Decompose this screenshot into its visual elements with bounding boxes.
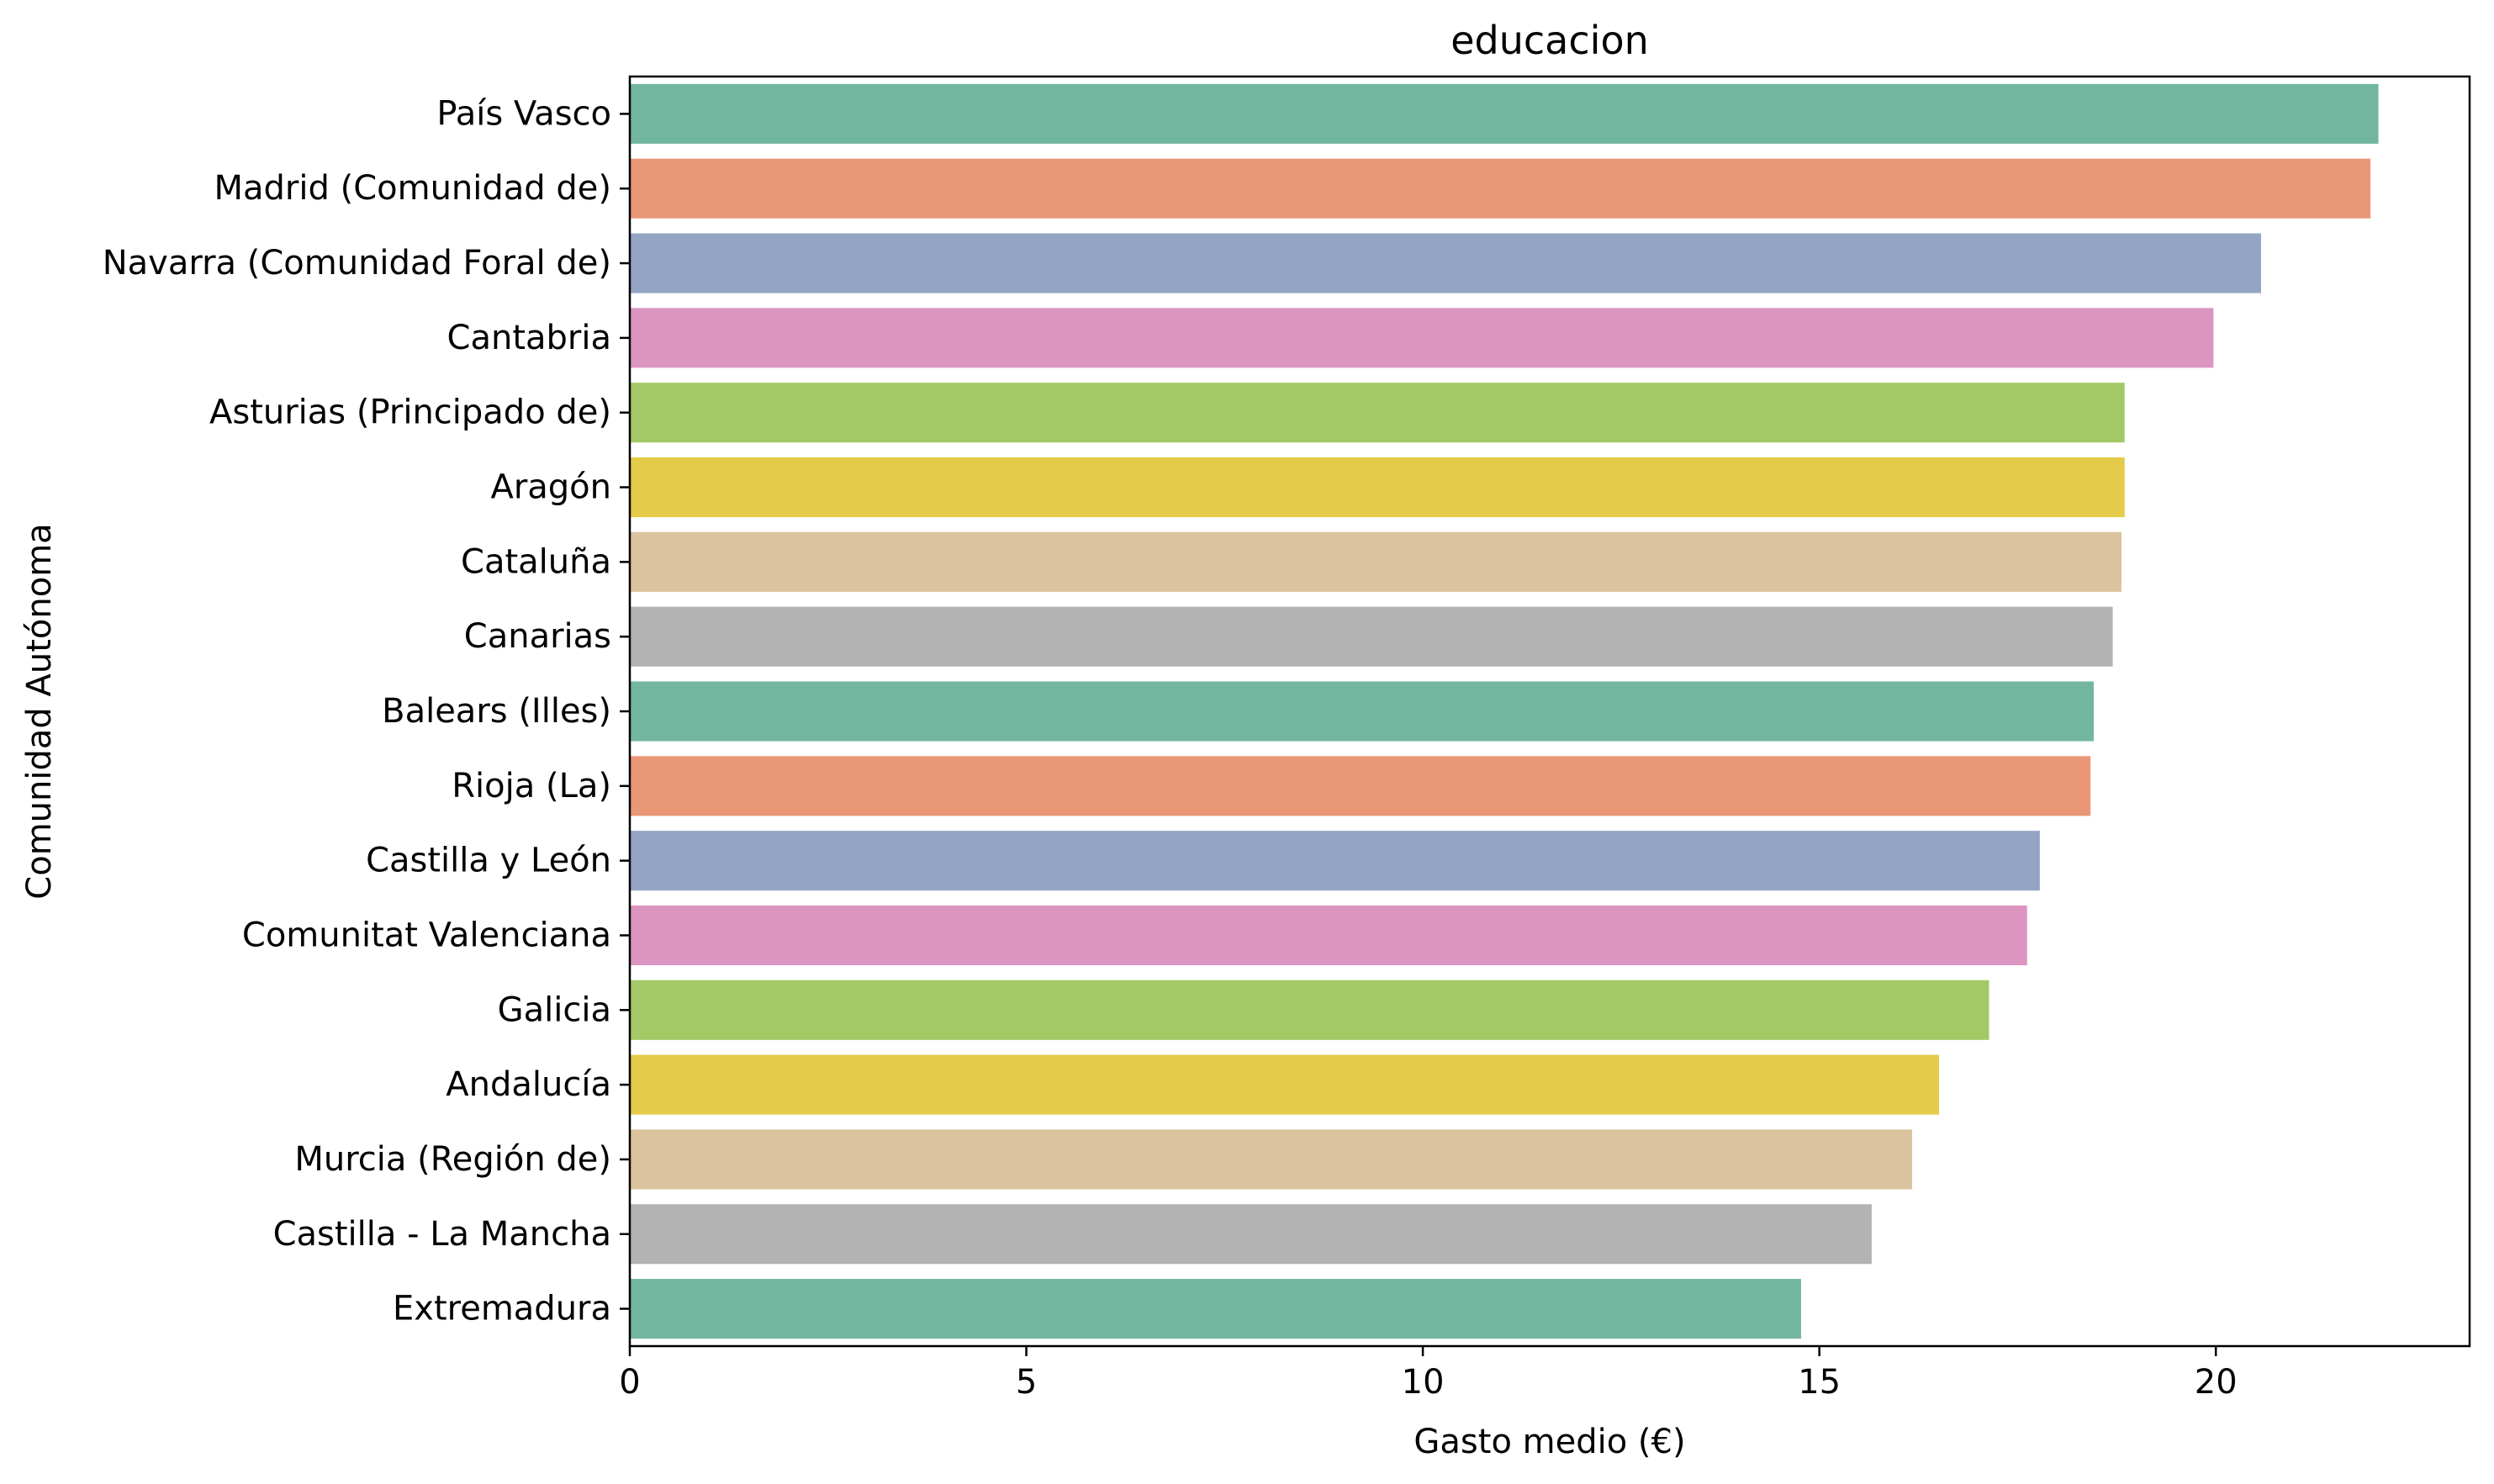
bar (630, 905, 2027, 965)
y-tick-label: Castilla y León (366, 842, 611, 880)
bars-group (630, 83, 2379, 1339)
y-tick-label: Murcia (Región de) (294, 1140, 611, 1179)
x-tick-label: 20 (2195, 1363, 2238, 1402)
y-tick-label: Balears (Illes) (382, 692, 611, 731)
bar (630, 1054, 1940, 1115)
bar (630, 308, 2214, 368)
bar (630, 1279, 1801, 1339)
y-tick-label: Galicia (498, 990, 611, 1029)
x-tick-label: 15 (1798, 1363, 1841, 1402)
bar (630, 980, 1989, 1040)
bar (630, 158, 2371, 219)
y-tick-label: Madrid (Comunidad de) (214, 169, 611, 208)
y-tick-label: Andalucía (446, 1065, 611, 1104)
chart-title: educacion (1450, 18, 1649, 63)
y-tick-label: Canarias (464, 617, 611, 656)
y-tick-label: Extremadura (393, 1290, 611, 1328)
y-tick-label: Cataluña (461, 542, 611, 581)
bar (630, 233, 2261, 293)
bar (630, 83, 2379, 144)
y-tick-label: Cantabria (447, 319, 611, 357)
bar (630, 1129, 1912, 1190)
y-tick-label: Castilla - La Mancha (273, 1215, 611, 1254)
y-axis-label: Comunidad Autónoma (20, 523, 59, 899)
y-tick-label: Aragón (490, 468, 611, 507)
x-axis-label: Gasto medio (€) (1413, 1423, 1685, 1461)
bar (630, 606, 2113, 667)
x-tick-label: 10 (1402, 1363, 1445, 1402)
y-tick-label: Asturias (Principado de) (209, 393, 611, 432)
y-tick-label: Rioja (La) (452, 767, 611, 805)
bar (630, 531, 2121, 592)
bar (630, 457, 2125, 518)
x-tick-label: 0 (619, 1363, 640, 1402)
y-tick-label: País Vasco (436, 94, 611, 133)
bar (630, 383, 2125, 443)
y-axis-ticks: País Vasco Madrid (Comunidad de) Navarra (… (103, 94, 630, 1328)
bar (630, 681, 2094, 742)
x-axis-ticks: 0 5 10 15 20 (619, 1346, 2238, 1402)
bar (630, 831, 2040, 891)
y-tick-label: Navarra (Comunidad Foral de) (103, 244, 611, 283)
y-tick-label: Comunitat Valenciana (242, 916, 611, 954)
x-tick-label: 5 (1016, 1363, 1037, 1402)
bar (630, 1204, 1872, 1265)
bar (630, 756, 2091, 816)
plot-area-frame (628, 75, 2471, 1348)
